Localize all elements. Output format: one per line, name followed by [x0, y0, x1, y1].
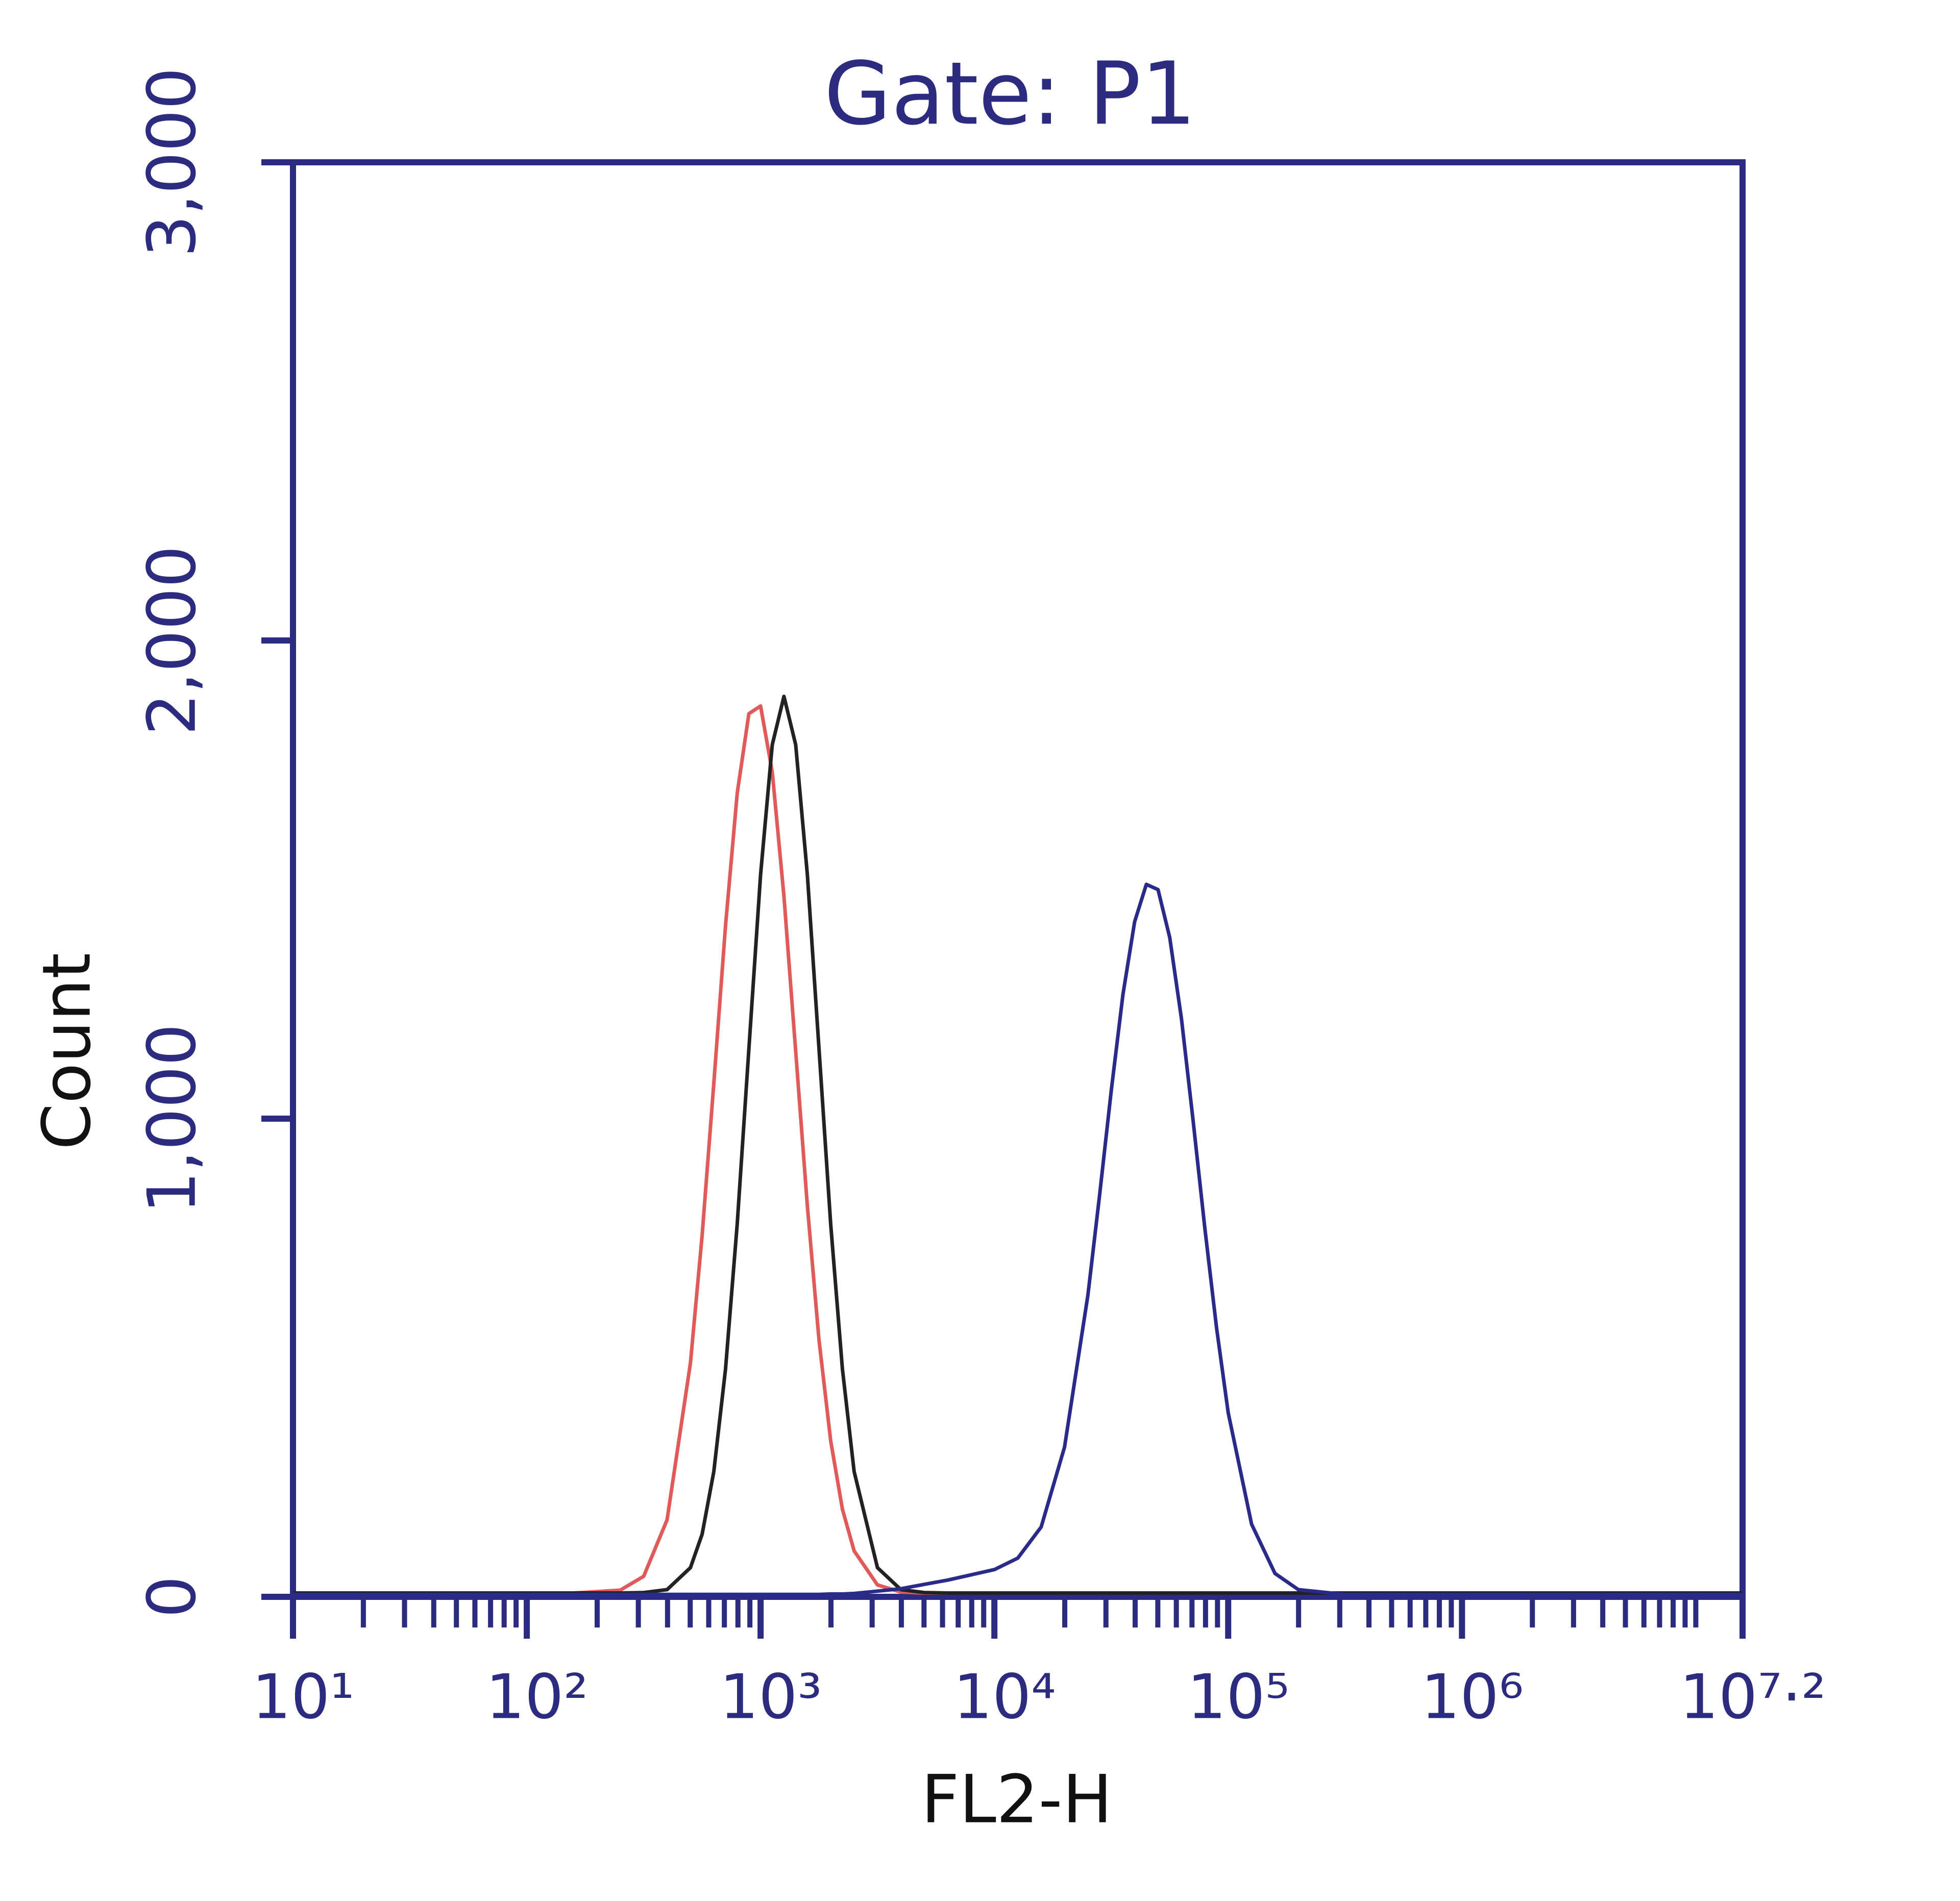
histogram-line [293, 704, 1743, 1595]
y-tick-label: 0 [133, 1576, 211, 1618]
x-tick-label: 10² [486, 1662, 589, 1733]
y-axis-label: Count [28, 953, 106, 1150]
y-tick-label: 3,000 [133, 67, 211, 257]
x-tick-label: 10³ [720, 1662, 822, 1733]
x-tick-label: 10⁶ [1421, 1662, 1524, 1733]
chart-title: Gate: P1 [824, 43, 1196, 144]
y-tick-label: 2,000 [133, 546, 211, 735]
plot-frame [290, 159, 1746, 1600]
x-tick-label: 10⁴ [953, 1662, 1056, 1733]
histogram-line [293, 695, 1743, 1595]
x-tick-label: 10¹ [252, 1662, 355, 1733]
x-tick-label: 10⁷·² [1679, 1662, 1826, 1733]
x-tick-label: 10⁵ [1187, 1662, 1290, 1733]
histogram-line [293, 882, 1743, 1596]
x-axis-label: FL2-H [921, 1761, 1113, 1838]
y-tick-label: 1,000 [133, 1024, 211, 1214]
